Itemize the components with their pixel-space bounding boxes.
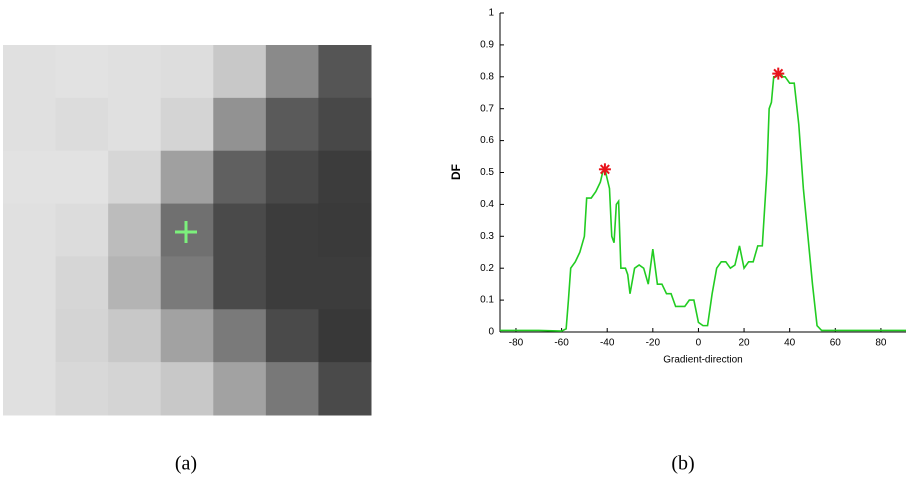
y-axis-label: DF: [449, 164, 463, 180]
caption: (a): [175, 453, 197, 475]
x-tick-label: 0: [696, 338, 702, 349]
pixel: [213, 98, 266, 151]
pixel: [3, 151, 56, 204]
pixel: [3, 204, 56, 257]
pixel: [266, 362, 319, 415]
pixel: [3, 256, 56, 309]
pixel: [161, 45, 214, 98]
x-axis-label: Gradient-direction: [663, 355, 742, 366]
pixel: [108, 204, 161, 257]
peak-marker: [772, 68, 784, 80]
pixel: [3, 45, 56, 98]
y-tick-label: 0.2: [480, 263, 494, 274]
pixel: [161, 151, 214, 204]
x-tick-label: 60: [830, 338, 842, 349]
pixel: [56, 45, 109, 98]
x-tick-label: 80: [875, 338, 887, 349]
pixel: [161, 362, 214, 415]
pixel: [213, 362, 266, 415]
pixel: [213, 256, 266, 309]
y-tick-label: 0.8: [480, 71, 494, 82]
x-tick-label: 40: [784, 338, 796, 349]
pixel: [161, 98, 214, 151]
y-tick-label: 0.6: [480, 135, 494, 146]
pixel: [266, 204, 319, 257]
pixel: [318, 309, 371, 362]
pixel: [318, 256, 371, 309]
pixel: [56, 256, 109, 309]
peak-marker: [599, 163, 611, 175]
pixel: [3, 362, 56, 415]
x-tick-label: -40: [600, 338, 615, 349]
pixel: [3, 309, 56, 362]
pixel: [266, 98, 319, 151]
y-tick-label: 0.9: [480, 40, 494, 51]
pixel: [213, 309, 266, 362]
y-tick-label: 0.3: [480, 231, 494, 242]
y-tick-label: 0.1: [480, 295, 494, 306]
pixel: [56, 151, 109, 204]
pixel: [318, 204, 371, 257]
y-tick-label: 1: [488, 8, 494, 19]
pixel: [108, 309, 161, 362]
pixel: [108, 151, 161, 204]
pixel: [161, 309, 214, 362]
pixel: [266, 151, 319, 204]
pixel: [108, 256, 161, 309]
pixel: [266, 256, 319, 309]
pixel: [318, 45, 371, 98]
pixel: [56, 98, 109, 151]
pixel: [56, 362, 109, 415]
x-tick-label: -20: [646, 338, 661, 349]
y-tick-label: 0.5: [480, 167, 494, 178]
x-tick-label: -80: [509, 338, 524, 349]
pixel: [266, 309, 319, 362]
y-tick-label: 0: [488, 327, 494, 338]
pixel: [56, 204, 109, 257]
data-line: [500, 74, 906, 331]
pixel: [108, 362, 161, 415]
pixel: [3, 98, 56, 151]
pixel: [56, 309, 109, 362]
y-tick-label: 0.7: [480, 103, 494, 114]
pixel: [213, 45, 266, 98]
y-tick-label: 0.4: [480, 199, 494, 210]
figure: (a) (b) DF Gradient-direction 0 0.1 0.2 0.3…: [0, 0, 908, 481]
x-tick-label: -60: [554, 338, 569, 349]
pixel: [213, 204, 266, 257]
pixel: [108, 45, 161, 98]
caption: (b): [671, 453, 694, 475]
pixel: [213, 151, 266, 204]
pixel: [161, 256, 214, 309]
pixel: [318, 362, 371, 415]
pixel: [318, 98, 371, 151]
pixel: [108, 98, 161, 151]
pixel: [318, 151, 371, 204]
pixel: [266, 45, 319, 98]
x-tick-label: 20: [738, 338, 750, 349]
